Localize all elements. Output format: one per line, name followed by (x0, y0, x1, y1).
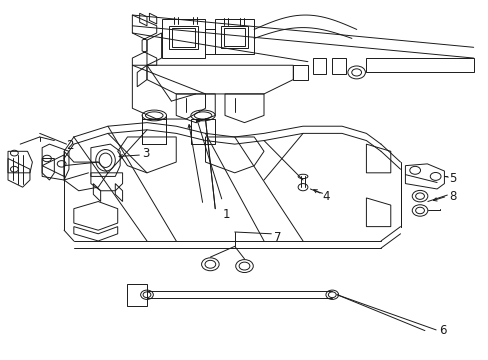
Text: 4: 4 (322, 190, 329, 203)
Text: 1: 1 (222, 208, 229, 221)
Text: 2: 2 (66, 139, 74, 152)
Text: 8: 8 (448, 190, 456, 203)
Text: 3: 3 (142, 147, 149, 159)
Text: 7: 7 (273, 231, 281, 244)
Text: 6: 6 (439, 324, 446, 337)
Text: 5: 5 (448, 172, 456, 185)
